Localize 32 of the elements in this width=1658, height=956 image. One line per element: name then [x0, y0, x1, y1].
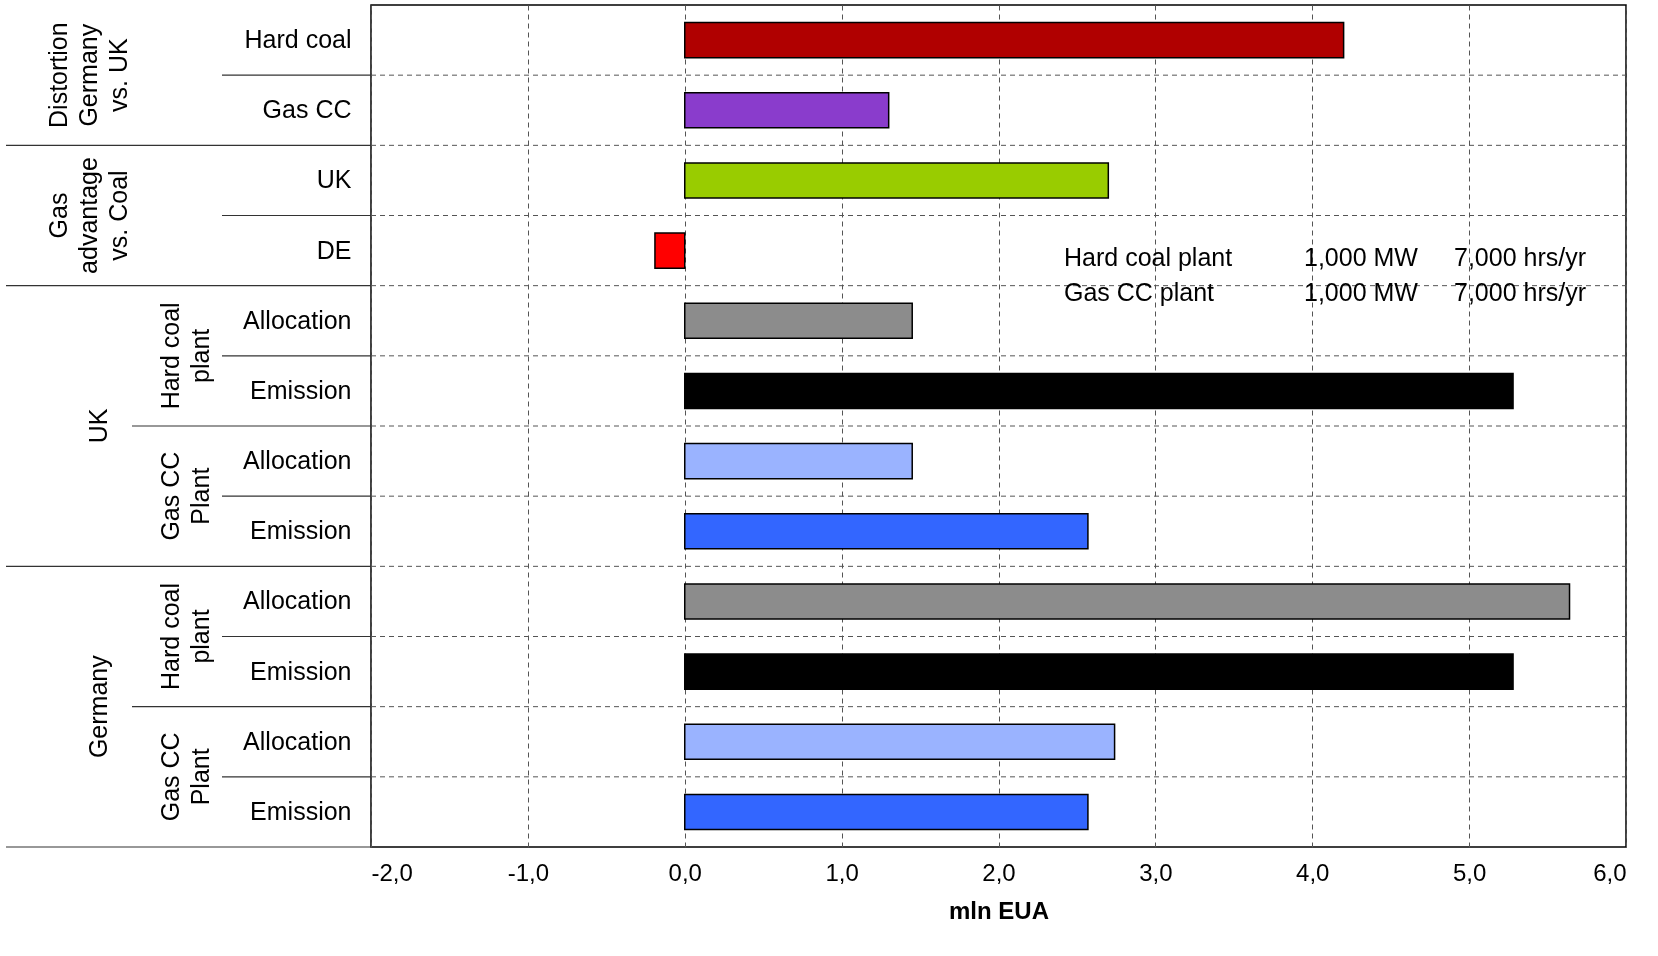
x-tick-label: -2,0 — [371, 858, 413, 886]
text: UK — [84, 408, 112, 444]
x-tick-label: -1,0 — [507, 858, 550, 886]
text: Gas CC Plant — [156, 451, 214, 541]
y-tick-label: Emission — [250, 796, 352, 825]
y-tick-label: Hard coal — [244, 25, 352, 54]
y-tick-label: DE — [316, 235, 352, 264]
text: Hard coal plant — [156, 583, 214, 690]
y-tick-label: Allocation — [243, 305, 352, 334]
y-tick-label: Allocation — [243, 446, 352, 475]
y-tick-label: Emission — [250, 375, 352, 404]
x-tick-label: 3,0 — [1139, 858, 1173, 886]
text: Gas CC plant 1,000 MW 7,000 hrs/yr — [1064, 277, 1587, 306]
x-tick-label: 1,0 — [825, 858, 859, 886]
x-tick-label: 2,0 — [982, 858, 1016, 886]
text: Gas advantage vs. Coal — [44, 157, 132, 274]
x-tick-label: 5,0 — [1452, 858, 1487, 886]
x-axis-title: mln EUA — [948, 896, 1050, 924]
y-tick-label: UK — [316, 165, 352, 194]
text: Hard coal plant 1,000 MW 7,000 hrs/yr — [1064, 242, 1587, 271]
x-tick-label: 0,0 — [668, 858, 702, 886]
text: Hard coal plant — [156, 302, 214, 410]
text: Germany — [84, 654, 112, 759]
x-tick-label: 4,0 — [1296, 858, 1330, 886]
y-tick-label: Emission — [250, 516, 352, 545]
y-tick-label: Allocation — [243, 586, 352, 615]
x-tick-label: 6,0 — [1593, 858, 1627, 886]
y-tick-label: Allocation — [243, 726, 352, 755]
y-tick-label: Gas CC — [262, 95, 352, 124]
y-tick-label: Emission — [250, 656, 352, 685]
text: Gas CC Plant — [156, 732, 214, 822]
text: Distortion Germany vs. UK — [44, 22, 132, 128]
